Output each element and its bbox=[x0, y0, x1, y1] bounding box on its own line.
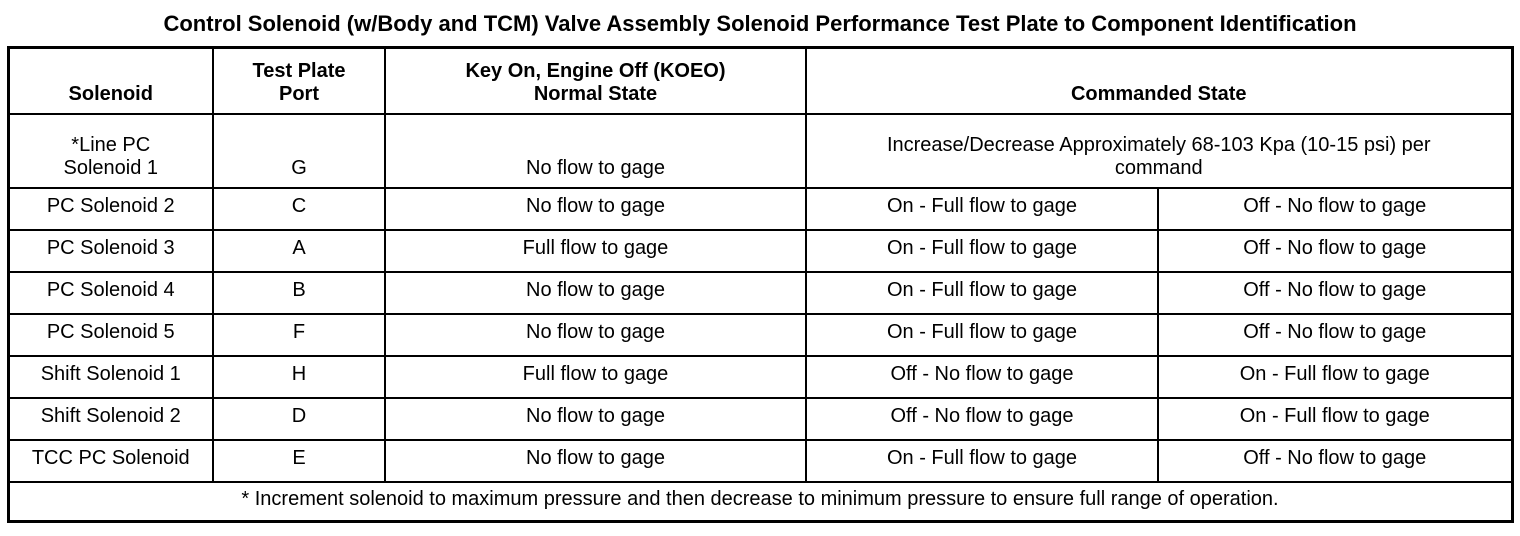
cell-commanded-state: Off - No flow to gage bbox=[1157, 270, 1513, 315]
cell-port: D bbox=[212, 396, 386, 441]
cell-commanded-state: Increase/Decrease Approximately 68-103 K… bbox=[805, 112, 1513, 189]
cell-commanded-state: Off - No flow to gage bbox=[1157, 186, 1513, 231]
table-row: TCC PC Solenoid E No flow to gage On - F… bbox=[7, 438, 1513, 483]
cell-commanded-state: On - Full flow to gage bbox=[805, 186, 1159, 231]
cell-koeo-state: No flow to gage bbox=[384, 312, 807, 357]
page-title: Control Solenoid (w/Body and TCM) Valve … bbox=[163, 11, 1357, 36]
cell-koeo-state: No flow to gage bbox=[384, 186, 807, 231]
cell-koeo-state: Full flow to gage bbox=[384, 228, 807, 273]
cell-port: H bbox=[212, 354, 386, 399]
table-row: PC Solenoid 4 B No flow to gage On - Ful… bbox=[7, 270, 1513, 315]
table-row: *Line PC Solenoid 1 G No flow to gage In… bbox=[7, 112, 1513, 189]
cell-port: C bbox=[212, 186, 386, 231]
col-header-commanded-state: Commanded State bbox=[805, 46, 1513, 115]
cell-solenoid: Shift Solenoid 1 bbox=[7, 354, 214, 399]
cell-port: G bbox=[212, 112, 386, 189]
cell-solenoid: PC Solenoid 3 bbox=[7, 228, 214, 273]
cell-commanded-state: Off - No flow to gage bbox=[1157, 438, 1513, 483]
cell-port: B bbox=[212, 270, 386, 315]
cell-solenoid: *Line PC Solenoid 1 bbox=[7, 112, 214, 189]
cell-solenoid: PC Solenoid 4 bbox=[7, 270, 214, 315]
table-row: PC Solenoid 2 C No flow to gage On - Ful… bbox=[7, 186, 1513, 231]
table-row: PC Solenoid 3 A Full flow to gage On - F… bbox=[7, 228, 1513, 273]
table-row: Shift Solenoid 2 D No flow to gage Off -… bbox=[7, 396, 1513, 441]
cell-solenoid: TCC PC Solenoid bbox=[7, 438, 214, 483]
cell-koeo-state: Full flow to gage bbox=[384, 354, 807, 399]
footnote-row: * Increment solenoid to maximum pressure… bbox=[7, 480, 1513, 523]
cell-commanded-state: On - Full flow to gage bbox=[805, 312, 1159, 357]
cell-koeo-state: No flow to gage bbox=[384, 438, 807, 483]
header-row: Solenoid Test Plate Port Key On, Engine … bbox=[7, 46, 1513, 115]
cell-port: F bbox=[212, 312, 386, 357]
table-row: PC Solenoid 5 F No flow to gage On - Ful… bbox=[7, 312, 1513, 357]
cell-port: E bbox=[212, 438, 386, 483]
cell-port: A bbox=[212, 228, 386, 273]
col-header-koeo-normal-state: Key On, Engine Off (KOEO) Normal State bbox=[384, 46, 807, 115]
cell-solenoid: PC Solenoid 2 bbox=[7, 186, 214, 231]
cell-koeo-state: No flow to gage bbox=[384, 396, 807, 441]
solenoid-performance-table: Solenoid Test Plate Port Key On, Engine … bbox=[6, 46, 1514, 523]
cell-commanded-state: On - Full flow to gage bbox=[805, 270, 1159, 315]
table-row: Shift Solenoid 1 H Full flow to gage Off… bbox=[7, 354, 1513, 399]
col-header-test-plate-port: Test Plate Port bbox=[212, 46, 386, 115]
cell-commanded-state: Off - No flow to gage bbox=[805, 396, 1159, 441]
cell-solenoid: PC Solenoid 5 bbox=[7, 312, 214, 357]
col-header-solenoid: Solenoid bbox=[7, 46, 214, 115]
cell-commanded-state: Off - No flow to gage bbox=[1157, 312, 1513, 357]
footnote: * Increment solenoid to maximum pressure… bbox=[7, 480, 1513, 523]
cell-koeo-state: No flow to gage bbox=[384, 112, 807, 189]
cell-commanded-state: On - Full flow to gage bbox=[1157, 396, 1513, 441]
cell-commanded-state: Off - No flow to gage bbox=[805, 354, 1159, 399]
cell-koeo-state: No flow to gage bbox=[384, 270, 807, 315]
cell-solenoid: Shift Solenoid 2 bbox=[7, 396, 214, 441]
cell-commanded-state: On - Full flow to gage bbox=[1157, 354, 1513, 399]
cell-commanded-state: On - Full flow to gage bbox=[805, 228, 1159, 273]
cell-commanded-state: Off - No flow to gage bbox=[1157, 228, 1513, 273]
cell-commanded-state: On - Full flow to gage bbox=[805, 438, 1159, 483]
